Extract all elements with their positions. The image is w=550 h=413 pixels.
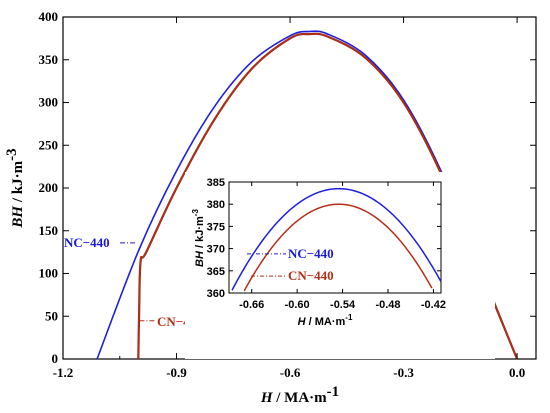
inset-x-tick-label: -0.42 bbox=[421, 299, 446, 311]
inset-x-axis-title: H / MA·m-1 bbox=[298, 313, 353, 328]
y-axis-title: BH / kJ·m-3 bbox=[4, 148, 26, 228]
inset-annotation-cn-440: CN−440 bbox=[288, 268, 334, 283]
inset-plot-frame bbox=[228, 181, 442, 294]
inset-ticks: -0.66 -0.60 -0.54 -0.48 -0.42 360 365 370 375 380… bbox=[207, 177, 446, 311]
y-tick-label: 250 bbox=[39, 137, 59, 152]
inset-series-line-cn-440 bbox=[243, 203, 433, 292]
inset-annotation-nc-440: NC−440 bbox=[288, 246, 334, 261]
inset-y-tick-label: 370 bbox=[207, 244, 225, 256]
y-tick-label: 200 bbox=[39, 180, 59, 195]
x-tick-label: -0.9 bbox=[166, 365, 187, 380]
x-tick-label: -1.2 bbox=[53, 365, 74, 380]
x-tick-label: 0.0 bbox=[509, 365, 525, 380]
inset-series-line-nc-440 bbox=[231, 187, 442, 291]
inset-x-tick-label: -0.54 bbox=[330, 299, 356, 311]
y-tick-label: 300 bbox=[39, 95, 59, 110]
inset-curves bbox=[231, 187, 442, 292]
y-tick-label: 100 bbox=[39, 266, 59, 281]
inset-y-tick-label: 385 bbox=[207, 177, 225, 189]
inset-plot: -0.66 -0.60 -0.54 -0.48 -0.42 360 365 370 375 380… bbox=[185, 172, 495, 359]
y-tick-label: 0 bbox=[52, 351, 59, 366]
inset-y-tick-label: 375 bbox=[207, 221, 225, 233]
y-tick-label: 50 bbox=[45, 308, 58, 323]
main-ticks: -1.2 -0.9 -0.6 -0.3 0.0 0 50 100 150 200 250 300 350… bbox=[39, 9, 536, 380]
inset-x-tick-label: -0.48 bbox=[375, 299, 400, 311]
inset-y-tick-label: 380 bbox=[207, 199, 225, 211]
inset-annotations: NC−440 CN−440 bbox=[247, 246, 334, 283]
y-tick-label: 350 bbox=[39, 52, 59, 67]
y-tick-label: 400 bbox=[39, 9, 59, 24]
inset-y-tick-label: 365 bbox=[207, 266, 225, 278]
inset-y-tick-label: 360 bbox=[207, 288, 225, 300]
annotation-nc-440: NC−440 bbox=[64, 235, 110, 250]
inset-y-axis-title: BH / kJ·m-3 bbox=[191, 209, 206, 267]
inset-x-tick-label: -0.66 bbox=[239, 299, 264, 311]
x-axis-title: H / MA·m-1 bbox=[260, 384, 339, 406]
x-tick-label: -0.6 bbox=[280, 365, 301, 380]
x-tick-label: -0.3 bbox=[393, 365, 414, 380]
inset-background bbox=[185, 172, 495, 359]
inset-x-tick-label: -0.60 bbox=[285, 299, 310, 311]
y-tick-label: 150 bbox=[39, 223, 59, 238]
